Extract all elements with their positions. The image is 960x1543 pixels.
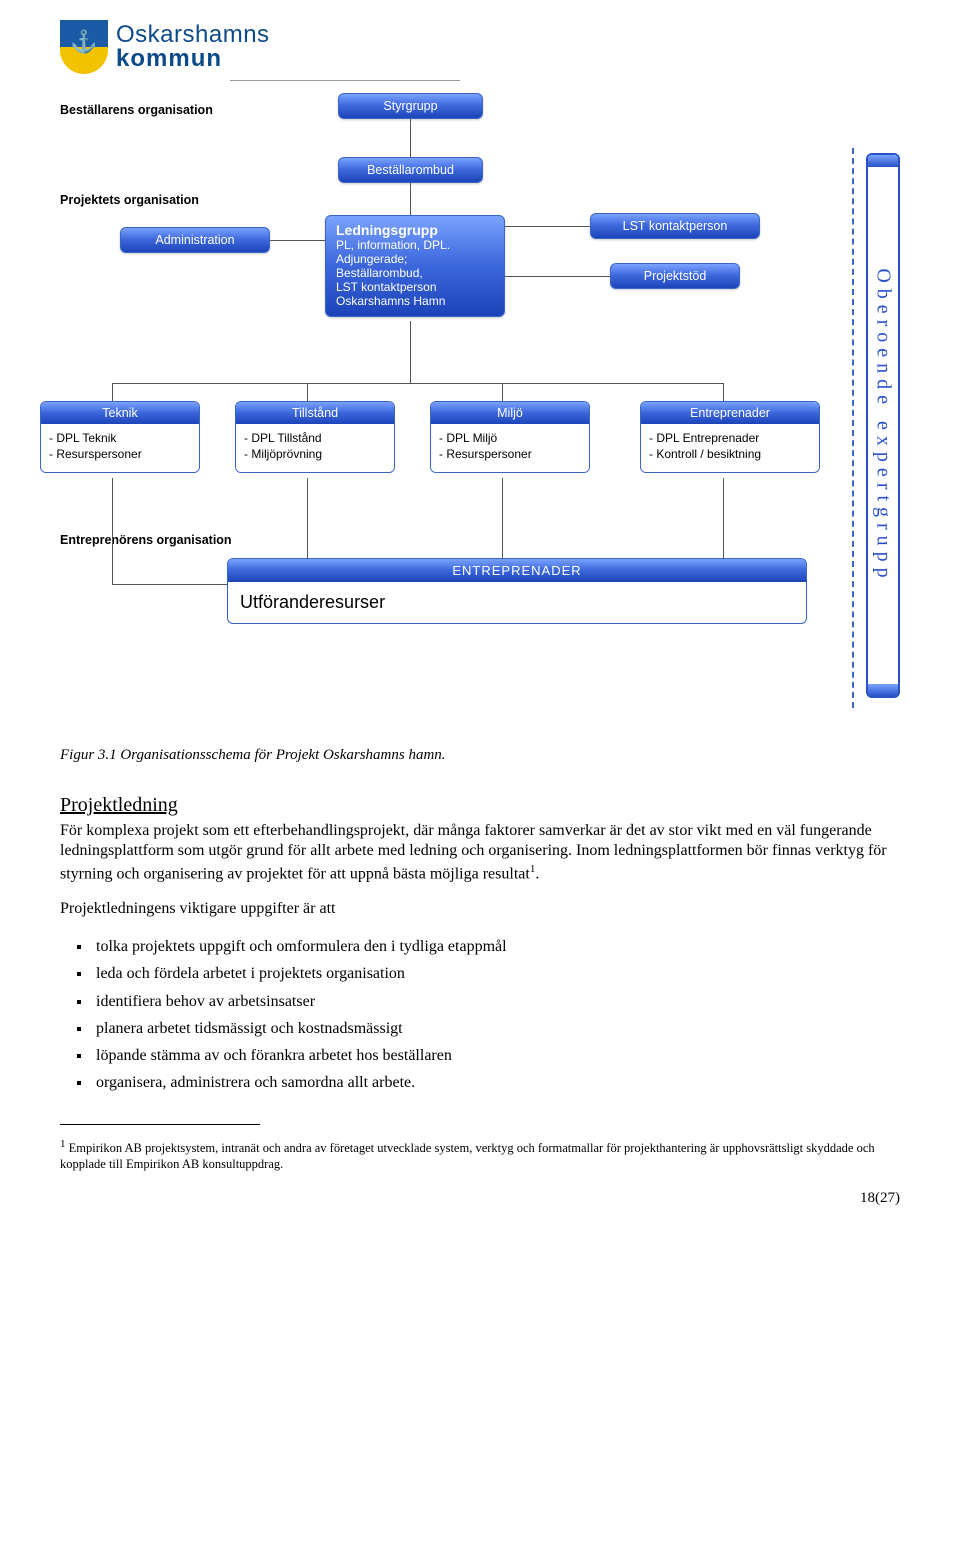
list-item: tolka projektets uppgift och omformulera…: [92, 933, 900, 960]
crest-icon: [60, 20, 108, 74]
footnote: 1 Empirikon AB projektsystem, intranät o…: [60, 1138, 900, 1172]
node-administration: Administration: [120, 227, 270, 253]
logo: Oskarshamns kommun: [60, 20, 900, 74]
logo-line2: kommun: [116, 47, 270, 71]
node-bestallarombud: Beställarombud: [338, 157, 483, 183]
dashed-separator: [852, 148, 854, 708]
section-title: Projektledning: [60, 794, 900, 817]
node-ledningsgrupp: Ledningsgrupp PL, information, DPL. Adju…: [325, 215, 505, 317]
org-chart: Oberoende expertgrupp Beställarens organ…: [60, 93, 900, 733]
bullet-list: tolka projektets uppgift och omformulera…: [92, 933, 900, 1096]
node-big-entreprenader: ENTREPRENADER Utföranderesurser: [227, 558, 807, 624]
node-miljo: Miljö - DPL Miljö - Resurspersoner: [430, 401, 590, 473]
label-entreprenorens: Entreprenörens organisation: [60, 533, 232, 547]
logo-underline: [230, 80, 460, 81]
list-item: planera arbetet tidsmässigt och kostnads…: [92, 1015, 900, 1042]
list-item: leda och fördela arbetet i projektets or…: [92, 960, 900, 987]
logo-line1: Oskarshamns: [116, 23, 270, 47]
label-projektets: Projektets organisation: [60, 193, 199, 207]
node-teknik: Teknik - DPL Teknik - Resurspersoner: [40, 401, 200, 473]
node-tillstand: Tillstånd - DPL Tillstånd - Miljöprövnin…: [235, 401, 395, 473]
page-number: 18(27): [60, 1190, 900, 1207]
list-item: identifiera behov av arbetsinsatser: [92, 988, 900, 1015]
figure-caption: Figur 3.1 Organisationsschema för Projek…: [60, 747, 900, 764]
label-bestallarens: Beställarens organisation: [60, 103, 213, 117]
section-p1: För komplexa projekt som ett efterbehand…: [60, 821, 900, 885]
node-entreprenader: Entreprenader - DPL Entreprenader - Kont…: [640, 401, 820, 473]
list-item: löpande stämma av och förankra arbetet h…: [92, 1042, 900, 1069]
footnote-rule: [60, 1124, 260, 1125]
side-expert-box: Oberoende expertgrupp: [866, 153, 900, 698]
side-expert-text: Oberoende expertgrupp: [872, 268, 895, 583]
node-styrgrupp: Styrgrupp: [338, 93, 483, 119]
section-p2: Projektledningens viktigare uppgifter är…: [60, 899, 900, 919]
node-lst: LST kontaktperson: [590, 213, 760, 239]
list-item: organisera, administrera och samordna al…: [92, 1069, 900, 1096]
node-projektstod: Projektstöd: [610, 263, 740, 289]
